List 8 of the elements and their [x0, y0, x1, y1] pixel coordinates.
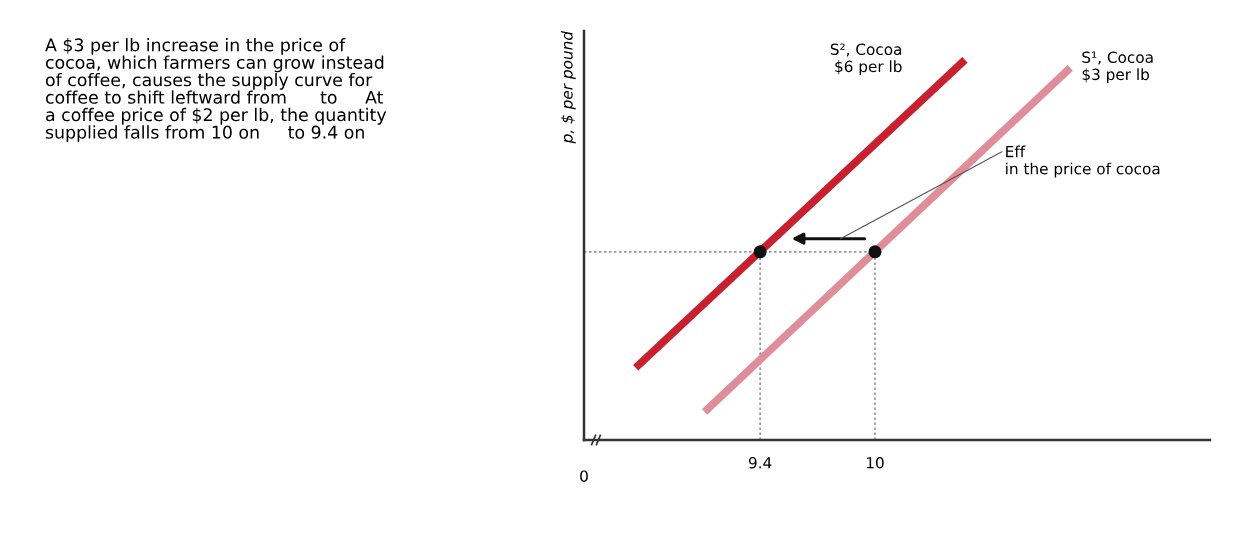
x-tick-label: 9.4	[748, 456, 772, 469]
x-tick-label: 10	[866, 456, 884, 469]
text: S², Cocoa $6 per lb	[830, 43, 902, 76]
annotation: Eff in the price of cocoa	[1006, 145, 1160, 178]
series-label: S¹, Cocoa $3 per lb	[1082, 51, 1153, 84]
y-axis-title: p, $ per pound	[560, 30, 576, 144]
text: 0	[580, 470, 588, 482]
text: A $3 per lb increase in the price of cocoa, which farmers can grow instead of coffee, causes the supply curve for coffee to shift leftward from to At a coffee price of $2 per lb, the quantity supplied falls from 10 on to 9.4 on	[45, 38, 387, 143]
